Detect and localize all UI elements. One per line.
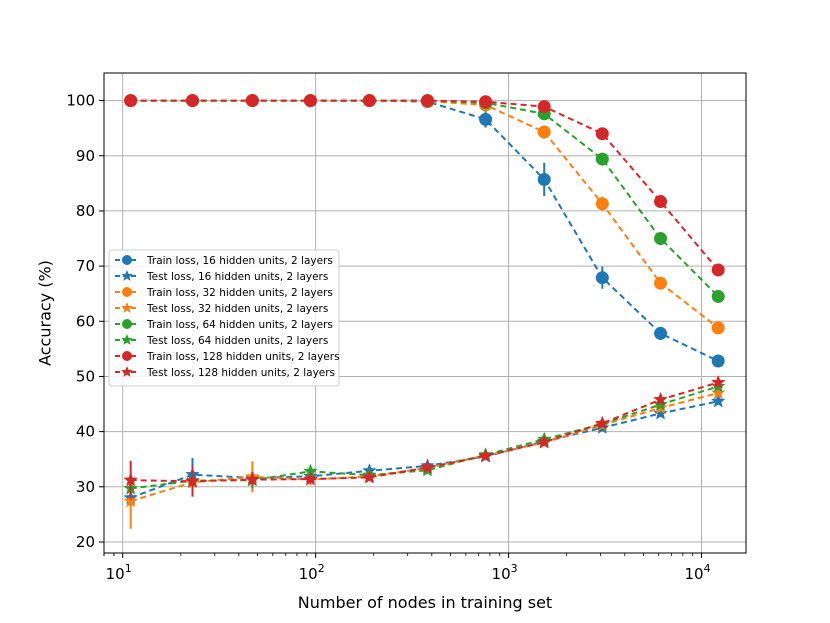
data-point xyxy=(245,94,259,108)
data-point xyxy=(123,472,139,487)
data-point xyxy=(421,94,435,108)
data-point xyxy=(124,94,138,108)
legend-marker xyxy=(121,366,133,377)
data-point xyxy=(479,95,493,109)
data-point xyxy=(654,195,668,209)
legend-label: Test loss, 64 hidden units, 2 layers xyxy=(146,335,328,347)
series-6 xyxy=(124,94,725,277)
data-point xyxy=(478,448,493,463)
data-point xyxy=(710,385,726,400)
data-point xyxy=(595,197,609,211)
data-point xyxy=(595,127,609,141)
series-layer xyxy=(123,94,726,529)
legend-label: Train loss, 128 hidden units, 2 layers xyxy=(146,351,340,363)
legend-marker xyxy=(121,302,133,313)
y-tick-label: 100 xyxy=(66,92,95,110)
series-3 xyxy=(123,385,726,529)
legend-marker xyxy=(121,270,133,281)
legend-marker xyxy=(122,255,132,265)
x-tick-label: 102 xyxy=(299,562,325,583)
legend-marker xyxy=(121,334,133,345)
y-tick-label: 20 xyxy=(76,533,95,551)
data-point xyxy=(653,405,668,420)
data-point xyxy=(536,434,552,449)
data-point xyxy=(123,493,139,508)
data-point xyxy=(710,393,726,408)
series-line xyxy=(130,381,719,483)
legend-label: Train loss, 16 hidden units, 2 layers xyxy=(146,255,333,267)
plot-frame xyxy=(103,72,747,554)
y-tick-label: 40 xyxy=(76,423,95,441)
data-point xyxy=(653,391,668,406)
x-tick-base: 10 xyxy=(106,565,125,583)
series-5 xyxy=(123,378,726,497)
data-point xyxy=(245,471,260,486)
data-point xyxy=(654,276,668,290)
data-point xyxy=(185,94,199,108)
data-point xyxy=(710,374,726,389)
data-point xyxy=(595,152,609,166)
data-point xyxy=(711,354,725,368)
legend-label: Train loss, 32 hidden units, 2 layers xyxy=(146,287,333,299)
data-point xyxy=(594,415,610,430)
legend-marker xyxy=(122,351,132,361)
series-line xyxy=(130,99,719,271)
y-tick-label: 80 xyxy=(76,202,95,220)
legend-box xyxy=(108,249,340,387)
series-7 xyxy=(123,374,726,500)
data-point xyxy=(537,125,551,139)
data-point xyxy=(362,469,377,484)
data-point xyxy=(711,263,725,277)
y-tick-label: 90 xyxy=(76,147,95,165)
legend-label: Train loss, 64 hidden units, 2 layers xyxy=(146,319,333,331)
data-point xyxy=(303,471,318,486)
x-tick-base: 10 xyxy=(684,565,703,583)
data-point xyxy=(362,94,376,108)
y-tick-label: 70 xyxy=(76,257,95,275)
data-point xyxy=(185,473,200,488)
data-point xyxy=(537,100,551,114)
legend-label: Test loss, 32 hidden units, 2 layers xyxy=(146,303,328,315)
legend-label: Test loss, 16 hidden units, 2 layers xyxy=(146,271,328,283)
legend: Train loss, 16 hidden units, 2 layers Tes… xyxy=(108,249,340,387)
x-axis-label: Number of nodes in training set xyxy=(298,593,552,612)
y-tick-label: 60 xyxy=(76,312,95,330)
data-point xyxy=(420,459,435,474)
x-tick-exponent: 4 xyxy=(704,562,711,575)
x-tick-exponent: 2 xyxy=(318,562,325,575)
x-tick-exponent: 3 xyxy=(511,562,518,575)
data-point xyxy=(537,172,551,186)
data-point xyxy=(654,232,668,246)
x-tick-label: 101 xyxy=(106,562,132,583)
data-point xyxy=(711,289,725,303)
data-point xyxy=(303,94,317,108)
x-tick-exponent: 1 xyxy=(125,562,132,575)
y-tick-label: 50 xyxy=(76,367,95,385)
x-tick-label: 103 xyxy=(492,562,518,583)
series-line xyxy=(130,400,719,499)
data-point xyxy=(479,112,493,126)
data-point xyxy=(711,321,725,335)
data-point xyxy=(595,271,609,285)
y-axis-label: Accuracy (%) xyxy=(36,260,55,366)
series-line xyxy=(130,392,719,503)
legend-marker xyxy=(122,287,132,297)
data-point xyxy=(654,326,668,340)
legend-label: Test loss, 128 hidden units, 2 layers xyxy=(146,367,335,379)
y-tick-label: 30 xyxy=(76,478,95,496)
x-tick-base: 10 xyxy=(299,565,318,583)
x-tick-base: 10 xyxy=(492,565,511,583)
x-tick-label: 104 xyxy=(684,562,710,583)
legend-marker xyxy=(122,319,132,329)
